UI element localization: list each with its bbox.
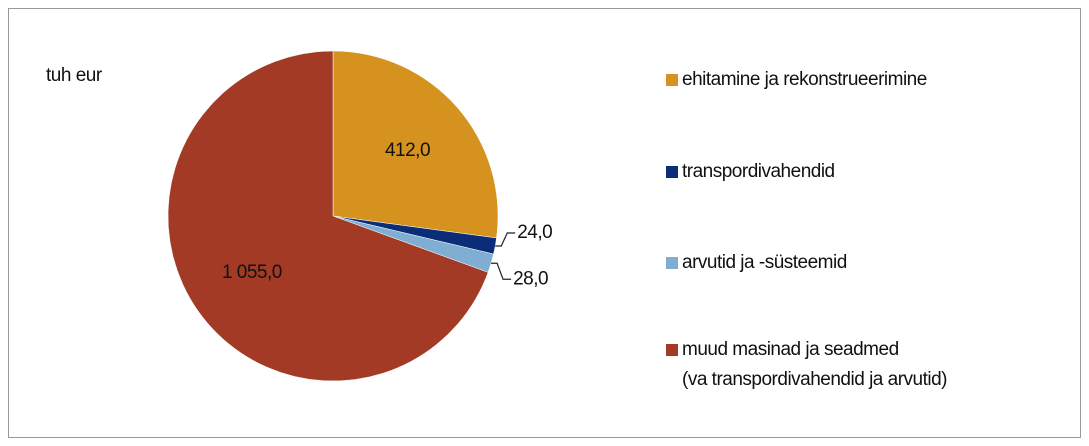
leader-line bbox=[491, 262, 512, 280]
frame bbox=[8, 8, 1081, 438]
leader-line bbox=[495, 232, 516, 247]
legend-label: arvutid ja -süsteemid bbox=[682, 252, 847, 273]
legend-swatch bbox=[666, 166, 678, 178]
unit-label: tuh eur bbox=[46, 65, 103, 86]
legend-swatch bbox=[666, 257, 678, 269]
data-label: 412,0 bbox=[385, 140, 430, 161]
legend-swatch bbox=[666, 344, 678, 356]
data-label: 1 055,0 bbox=[222, 262, 282, 283]
legend-swatch bbox=[666, 74, 678, 86]
legend-label: muud masinad ja seadmed (va transpordiva… bbox=[682, 339, 948, 390]
pie-slice bbox=[332, 50, 499, 239]
data-label: 24,0 bbox=[517, 222, 552, 243]
pie-slice bbox=[167, 50, 489, 382]
legend-label: transpordivahendid bbox=[682, 161, 835, 182]
data-label: 28,0 bbox=[513, 268, 548, 289]
legend-label: ehitamine ja rekonstrueerimine bbox=[682, 69, 927, 90]
